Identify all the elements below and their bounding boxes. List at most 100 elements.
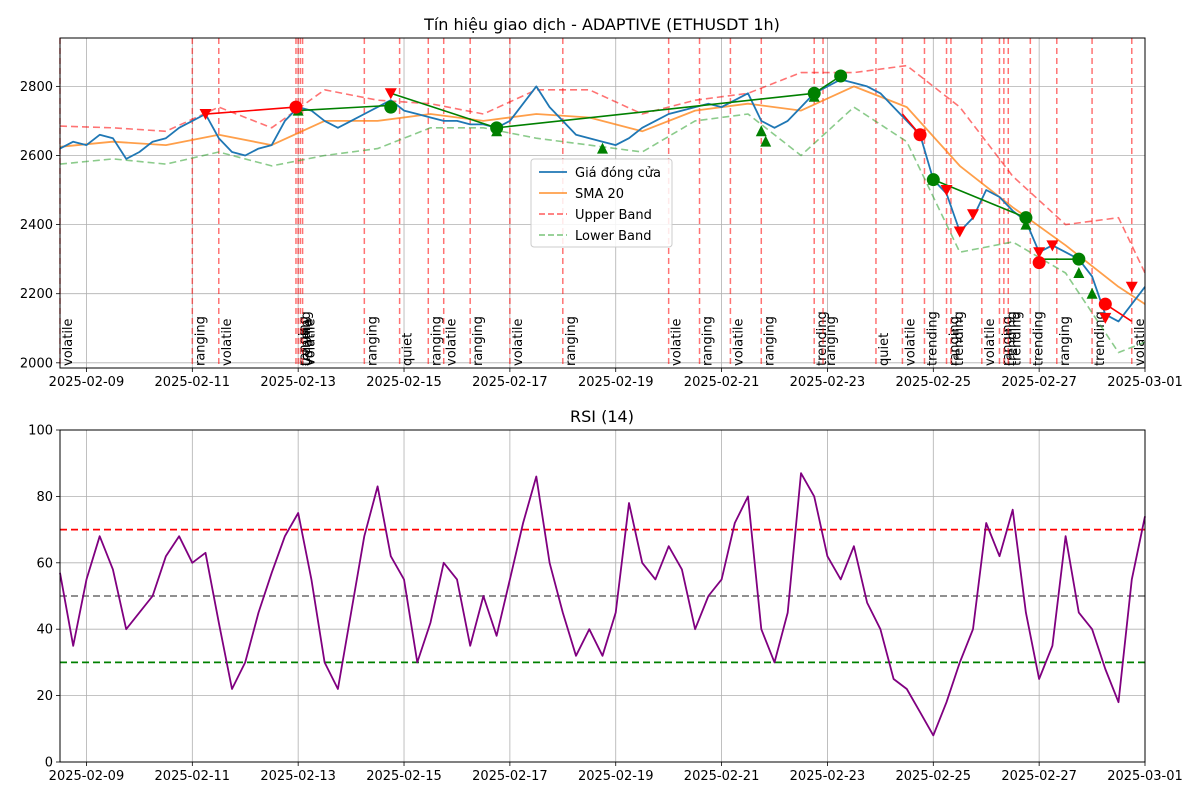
signal-markers [199, 69, 1138, 324]
regime-label: trending [1009, 311, 1024, 366]
buy-signal-marker [760, 135, 772, 147]
regime-label: volatile [304, 318, 319, 366]
trade-line [205, 106, 297, 115]
sell-signal-marker [1125, 281, 1138, 293]
regime-label: quiet [401, 333, 416, 366]
sell-signal-marker [1046, 240, 1059, 252]
rsi-y-tick-label: 0 [45, 756, 53, 771]
rsi-panel: RSI (14) 2025-02-09 2025-02-11 2025-02-13 2… [28, 407, 1183, 784]
trade-line [298, 104, 391, 112]
regime-label: volatile [670, 318, 685, 366]
rsi-y-tick-label: 100 [28, 424, 53, 439]
rsi-y-tick-label: 80 [36, 490, 53, 505]
rsi-x-tick-label: 2025-03-01 [1107, 769, 1183, 784]
price-y-tick-label: 2000 [20, 356, 53, 371]
price-legend: Giá đóng cửa SMA 20 Upper Band Lower Band [530, 158, 673, 248]
regime-label: ranging [429, 316, 444, 366]
rsi-x-tick-label: 2025-02-27 [1001, 769, 1077, 784]
trade-line [390, 92, 497, 129]
price-x-tick-label: 2025-02-25 [896, 375, 972, 390]
buy-signal-marker [755, 125, 767, 137]
regime-label: trending [1093, 311, 1108, 366]
buy-signal-marker [597, 142, 608, 154]
sma20-line [59, 85, 1146, 305]
rsi-x-tick-label: 2025-02-19 [578, 769, 654, 784]
legend-label: Upper Band [575, 208, 652, 223]
regime-label: ranging [471, 316, 486, 366]
regime-label: volatile [1133, 318, 1148, 366]
price-plot-frame [59, 37, 1146, 369]
legend-label: Giá đóng cửa [575, 166, 661, 181]
rsi-x-tick-label: 2025-02-21 [684, 769, 760, 784]
regime-label: trending [1031, 311, 1046, 366]
rsi-plot-frame [59, 429, 1146, 763]
price-x-tick-label: 2025-02-27 [1001, 375, 1077, 390]
regime-label: trending [925, 311, 940, 366]
regime-label: volatile [445, 318, 460, 366]
upper-band-line [59, 64, 1146, 274]
regime-label: ranging [824, 316, 839, 366]
regime-label: volatile [220, 318, 235, 366]
regime-label: ranging [762, 316, 777, 366]
rsi-axes: 2025-02-09 2025-02-11 2025-02-13 2025-02-15… [28, 424, 1183, 785]
trade-entry-marker [490, 121, 504, 135]
legend-label: Lower Band [575, 229, 651, 244]
buy-signal-marker [1073, 266, 1085, 278]
rsi-reference-lines [60, 528, 1145, 664]
regime-label: volatile [511, 318, 526, 366]
price-x-tick-label: 2025-02-13 [260, 375, 336, 390]
sell-signal-marker [953, 226, 966, 238]
price-x-tick-label: 2025-02-21 [684, 375, 760, 390]
rsi-chart-title: RSI (14) [570, 407, 634, 426]
lower-band-line [59, 106, 1146, 354]
price-panel: Tín hiệu giao dịch - ADAPTIVE (ETHUSDT 1… [20, 15, 1183, 390]
trade-line [496, 92, 815, 129]
rsi-x-tick-label: 2025-02-25 [896, 769, 972, 784]
buy-signal-marker [1086, 287, 1098, 299]
sell-signal-marker [384, 88, 397, 100]
price-y-tick-label: 2800 [20, 80, 53, 95]
regime-label: volatile [983, 318, 998, 366]
regime-label: ranging [1058, 316, 1073, 366]
trade-entry-marker [926, 173, 940, 187]
regime-label: quiet [877, 333, 892, 366]
trade-entry-marker [834, 69, 848, 83]
regime-label: ranging [193, 316, 208, 366]
price-x-tick-label: 2025-02-15 [366, 375, 442, 390]
regime-label: volatile [731, 318, 746, 366]
sell-signal-marker [1033, 247, 1046, 259]
sell-signal-marker [966, 209, 979, 221]
legend-label: SMA 20 [575, 187, 624, 202]
sell-signal-marker [199, 109, 212, 121]
rsi-y-tick-label: 60 [36, 556, 53, 571]
price-axes: 2025-02-09 2025-02-11 2025-02-13 2025-02-15… [20, 37, 1183, 390]
price-x-tick-label: 2025-02-11 [155, 375, 231, 390]
legend-box [530, 158, 673, 248]
regime-markers: volatile ranging volatile rangingtrendingvo… [59, 38, 1148, 368]
regime-label: trending [952, 311, 967, 366]
rsi-x-tick-label: 2025-02-17 [472, 769, 548, 784]
trade-entry-marker [1032, 256, 1046, 270]
price-x-tick-label: 2025-02-09 [49, 375, 125, 390]
rsi-line [59, 472, 1146, 737]
trade-entry-marker [1072, 252, 1086, 266]
rsi-x-tick-label: 2025-02-23 [790, 769, 866, 784]
price-x-tick-label: 2025-02-17 [472, 375, 548, 390]
regime-label: ranging [564, 316, 579, 366]
sell-signal-marker [1099, 312, 1112, 324]
trade-entry-marker [1098, 297, 1112, 311]
price-chart-title: Tín hiệu giao dịch - ADAPTIVE (ETHUSDT 1… [423, 15, 780, 34]
rsi-y-tick-label: 20 [36, 689, 53, 704]
price-y-tick-label: 2400 [20, 218, 53, 233]
price-y-tick-label: 2600 [20, 149, 53, 164]
price-y-tick-label: 2200 [20, 287, 53, 302]
regime-label: ranging [701, 316, 716, 366]
trade-entry-marker [289, 100, 303, 114]
sell-signal-marker [940, 185, 953, 197]
rsi-x-tick-label: 2025-02-15 [366, 769, 442, 784]
rsi-x-tick-label: 2025-02-13 [260, 769, 336, 784]
trade-entry-marker [807, 86, 821, 100]
rsi-x-tick-label: 2025-02-09 [49, 769, 125, 784]
regime-label: volatile [61, 318, 76, 366]
